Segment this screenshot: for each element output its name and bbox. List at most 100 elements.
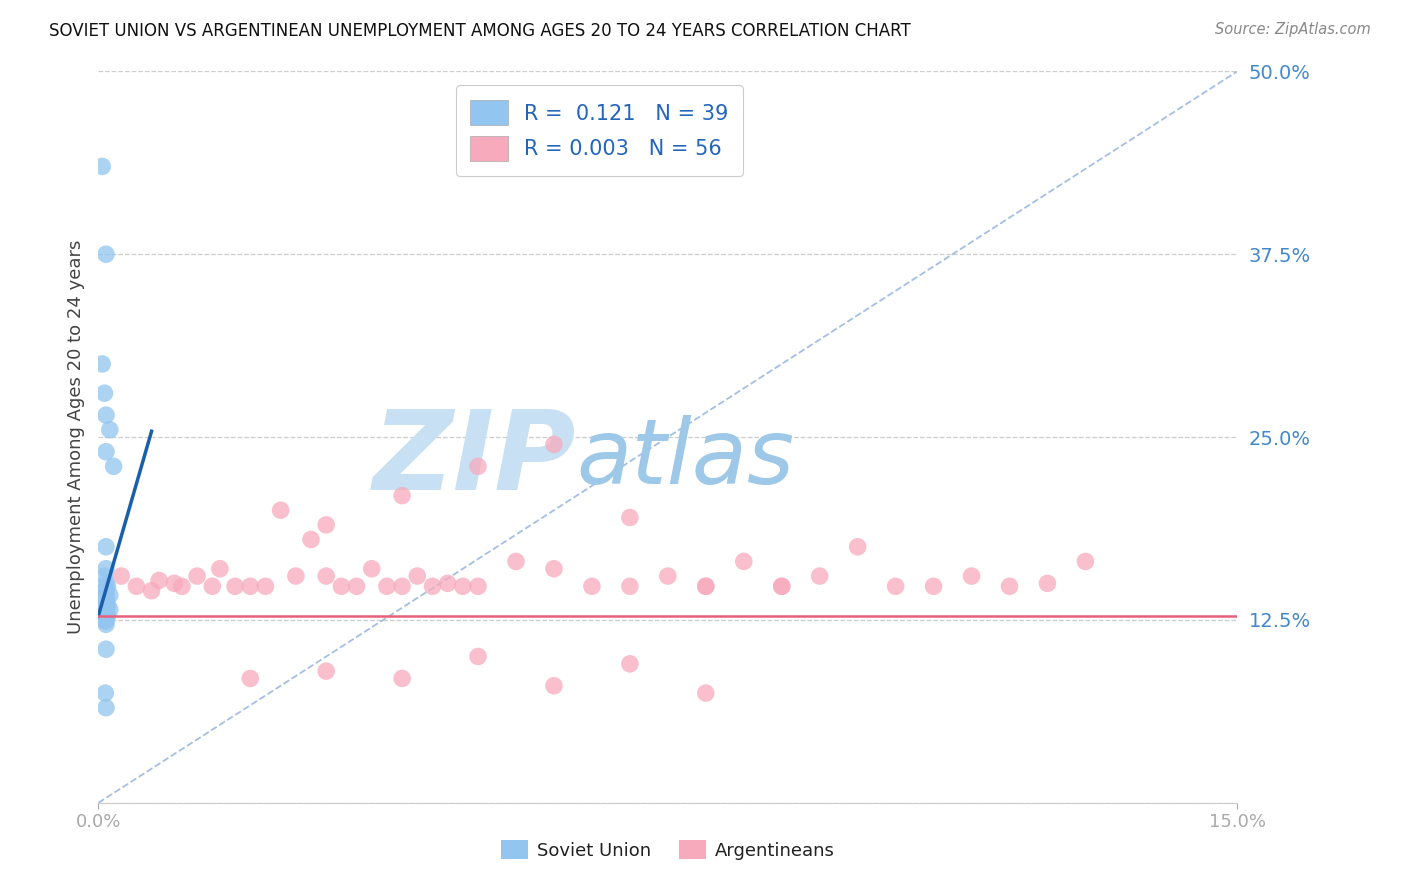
Y-axis label: Unemployment Among Ages 20 to 24 years: Unemployment Among Ages 20 to 24 years: [66, 240, 84, 634]
Point: [186, 569, 208, 583]
Point: [808, 569, 831, 583]
Point: [315, 569, 337, 583]
Point: [224, 579, 246, 593]
Point: [254, 579, 277, 593]
Point: [922, 579, 945, 593]
Point: [94, 562, 117, 576]
Point: [93, 595, 115, 609]
Point: [436, 576, 458, 591]
Point: [315, 517, 337, 532]
Point: [94, 599, 117, 614]
Point: [125, 579, 148, 593]
Point: [960, 569, 983, 583]
Point: [94, 601, 117, 615]
Point: [94, 444, 117, 458]
Point: [93, 386, 115, 401]
Point: [406, 569, 429, 583]
Point: [1036, 576, 1059, 591]
Point: [93, 613, 115, 627]
Point: [315, 664, 337, 678]
Point: [619, 579, 641, 593]
Point: [94, 247, 117, 261]
Point: [998, 579, 1021, 593]
Point: [657, 569, 679, 583]
Point: [239, 579, 262, 593]
Point: [141, 583, 163, 598]
Point: [619, 657, 641, 671]
Point: [360, 562, 382, 576]
Point: [270, 503, 292, 517]
Point: [422, 579, 444, 593]
Point: [163, 576, 186, 591]
Point: [91, 357, 114, 371]
Point: [110, 569, 132, 583]
Point: [467, 459, 489, 474]
Point: [94, 686, 117, 700]
Point: [695, 579, 717, 593]
Point: [94, 604, 117, 618]
Point: [94, 540, 117, 554]
Point: [91, 160, 114, 174]
Point: [1074, 554, 1097, 568]
Point: [98, 423, 121, 437]
Point: [695, 686, 717, 700]
Point: [346, 579, 368, 593]
Point: [543, 437, 565, 451]
Point: [201, 579, 224, 593]
Point: [543, 679, 565, 693]
Point: [733, 554, 755, 568]
Point: [94, 576, 117, 591]
Point: [94, 642, 117, 657]
Legend: Soviet Union, Argentineans: Soviet Union, Argentineans: [494, 833, 842, 867]
Point: [94, 591, 117, 605]
Point: [170, 579, 193, 593]
Point: [94, 617, 117, 632]
Point: [103, 459, 125, 474]
Point: [770, 579, 793, 593]
Point: [94, 615, 117, 629]
Point: [451, 579, 474, 593]
Point: [148, 574, 170, 588]
Point: [94, 592, 117, 607]
Point: [543, 562, 565, 576]
Point: [299, 533, 322, 547]
Point: [581, 579, 603, 593]
Point: [94, 700, 117, 714]
Point: [391, 672, 413, 686]
Point: [239, 672, 262, 686]
Point: [467, 649, 489, 664]
Point: [94, 582, 117, 597]
Point: [284, 569, 307, 583]
Point: [94, 594, 117, 608]
Point: [96, 579, 118, 593]
Point: [96, 608, 118, 623]
Point: [695, 579, 717, 593]
Point: [98, 588, 121, 602]
Text: SOVIET UNION VS ARGENTINEAN UNEMPLOYMENT AMONG AGES 20 TO 24 YEARS CORRELATION C: SOVIET UNION VS ARGENTINEAN UNEMPLOYMENT…: [49, 22, 911, 40]
Point: [467, 579, 489, 593]
Point: [505, 554, 527, 568]
Point: [94, 586, 117, 600]
Point: [96, 599, 118, 613]
Point: [94, 597, 117, 611]
Point: [93, 585, 115, 599]
Point: [208, 562, 231, 576]
Point: [770, 579, 793, 593]
Point: [619, 510, 641, 524]
Point: [330, 579, 353, 593]
Text: atlas: atlas: [576, 415, 794, 503]
Point: [846, 540, 869, 554]
Point: [94, 607, 117, 621]
Text: Source: ZipAtlas.com: Source: ZipAtlas.com: [1215, 22, 1371, 37]
Point: [391, 579, 413, 593]
Point: [98, 603, 121, 617]
Point: [375, 579, 398, 593]
Text: ZIP: ZIP: [373, 406, 576, 513]
Point: [94, 408, 117, 422]
Point: [93, 569, 115, 583]
Point: [94, 611, 117, 625]
Point: [391, 489, 413, 503]
Point: [94, 610, 117, 624]
Point: [94, 590, 117, 604]
Point: [884, 579, 907, 593]
